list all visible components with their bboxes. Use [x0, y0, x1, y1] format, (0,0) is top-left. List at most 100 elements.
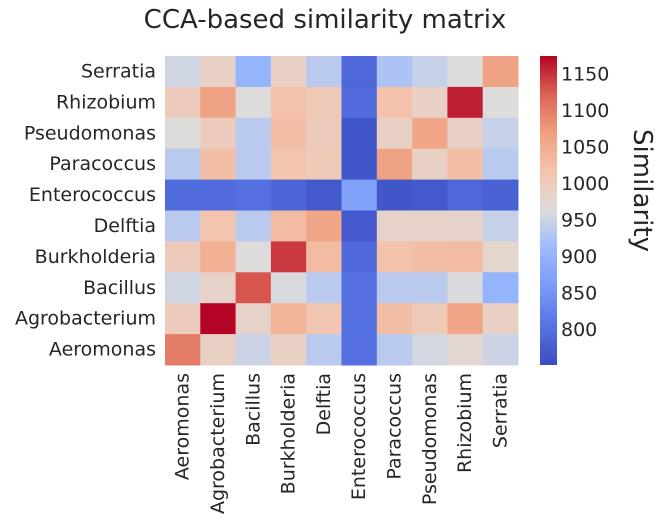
colorbar-tick-label: 1150 [561, 63, 609, 85]
y-tick-label: Bacillus [83, 277, 156, 299]
heatmap-cell [235, 56, 272, 88]
heatmap-cell [341, 179, 378, 211]
colorbar-tick-label: 1100 [561, 100, 609, 122]
y-tick-label: Serratia [81, 60, 156, 82]
x-tick-label: Paracoccus [383, 373, 405, 480]
heatmap-cell [200, 56, 237, 88]
y-tick-label: Delftia [94, 215, 156, 237]
heatmap-cell [200, 303, 237, 335]
heatmap-cell [235, 334, 272, 366]
heatmap-cell [235, 179, 272, 211]
heatmap-cell [447, 86, 484, 119]
heatmap-cell [412, 334, 448, 366]
y-tick-label: Paracoccus [49, 153, 156, 175]
heatmap-cell [482, 148, 519, 181]
colorbar-tick-label: 1000 [561, 173, 609, 195]
heatmap-cell [235, 210, 272, 242]
heatmap-cell [165, 334, 201, 366]
heatmap-cell [270, 148, 307, 181]
colorbar-tick-label: 950 [561, 209, 597, 231]
colorbar-label: Similarity [627, 129, 657, 252]
heatmap-cell [306, 241, 342, 273]
heatmap-cell [482, 334, 519, 366]
heatmap-cell [165, 179, 201, 211]
x-tick-label: Serratia [489, 373, 511, 448]
y-tick-label: Aeromonas [49, 339, 156, 361]
heatmap-cell [341, 86, 378, 119]
heatmap-cell [376, 272, 413, 304]
heatmap-cell [200, 148, 237, 181]
heatmap-cell [270, 86, 307, 119]
heatmap-cell [165, 272, 201, 304]
heatmap-cell [376, 334, 413, 366]
heatmap-cell [482, 86, 519, 119]
heatmap-cell [482, 303, 519, 335]
heatmap-cell [270, 241, 307, 273]
heatmap-cell [447, 210, 484, 242]
heatmap-cell [376, 117, 413, 150]
heatmap-cell [306, 303, 342, 335]
heatmap-cell [412, 303, 448, 335]
heatmap-cell [482, 117, 519, 150]
colorbar-ticks: 800 850 900 950 1000 1050 1100 1150 [561, 63, 609, 341]
heatmap-cell [412, 117, 448, 150]
heatmap-cell [270, 210, 307, 242]
heatmap-cell [165, 117, 201, 150]
heatmap-cell [200, 210, 237, 242]
heatmap-cell [482, 210, 519, 242]
y-tick-label: Rhizobium [56, 91, 156, 113]
y-tick-labels: Serratia Rhizobium Pseudomonas Paracoccus En… [15, 60, 156, 360]
y-tick-label: Burkholderia [35, 246, 156, 268]
heatmap-cell [376, 56, 413, 88]
heatmap-cell [165, 86, 201, 119]
colorbar-tick-label: 850 [561, 282, 597, 304]
heatmap-cell [341, 117, 378, 150]
x-tick-label: Bacillus [242, 373, 264, 446]
heatmap-cell [482, 56, 519, 88]
heatmap-cell [447, 241, 484, 273]
heatmap-cell [376, 86, 413, 119]
heatmap-cell [412, 148, 448, 181]
x-tick-label: Rhizobium [454, 373, 476, 473]
heatmap-cell [306, 148, 342, 181]
heatmap-cell [447, 117, 484, 150]
x-tick-label: Enterococcus [348, 373, 370, 500]
heatmap-cell [376, 179, 413, 211]
heatmap-cell [376, 303, 413, 335]
heatmap-cell [306, 86, 342, 119]
heatmap-cell [341, 56, 378, 88]
heatmap-cell [306, 117, 342, 150]
chart-title: CCA-based similarity matrix [144, 5, 507, 35]
y-tick-label: Enterococcus [29, 184, 156, 206]
heatmap-cell [376, 148, 413, 181]
heatmap-cell [200, 334, 237, 366]
heatmap-cell [447, 56, 484, 88]
heatmap-cell [412, 210, 448, 242]
heatmap-cell [270, 334, 307, 366]
heatmap-cell [447, 179, 484, 211]
heatmap-cell [235, 117, 272, 150]
heatmap-cell [482, 241, 519, 273]
heatmap-cell [341, 241, 378, 273]
heatmap-cell [306, 56, 342, 88]
colorbar-tick-label: 1050 [561, 136, 609, 158]
heatmap-cell [165, 303, 201, 335]
heatmap-cell [376, 210, 413, 242]
heatmap-cell [235, 303, 272, 335]
x-tick-label: Agrobacterium [207, 373, 229, 514]
heatmap-cell [412, 241, 448, 273]
heatmap-cell [306, 334, 342, 366]
heatmap-cells [165, 56, 519, 366]
heatmap-cell [447, 272, 484, 304]
y-tick-label: Pseudomonas [24, 122, 156, 144]
x-tick-label: Delftia [313, 373, 335, 435]
heatmap-cell [376, 241, 413, 273]
x-tick-label: Pseudomonas [419, 373, 441, 505]
heatmap-cell [447, 334, 484, 366]
heatmap-cell [306, 179, 342, 211]
heatmap-cell [270, 179, 307, 211]
heatmap-cell [200, 86, 237, 119]
heatmap-cell [412, 56, 448, 88]
heatmap-cell [306, 272, 342, 304]
